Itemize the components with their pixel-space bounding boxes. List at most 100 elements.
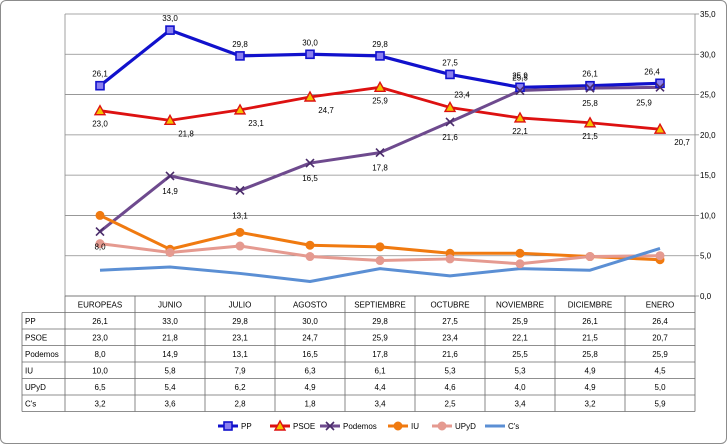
table-cell: 27,5 [442,317,458,326]
legend-label: PP [241,422,252,431]
table-cell: 26,1 [92,317,108,326]
data-point [163,113,177,126]
data-point [95,226,105,237]
table-cell: 22,1 [512,333,528,342]
table-cell: 8,0 [94,350,106,359]
series-line-iu [99,214,661,262]
table-cell: 21,6 [442,350,458,359]
legend-label: PSOE [293,422,315,431]
data-point [375,148,385,158]
table-cell: 14,9 [162,350,178,359]
legend-marker-swatch [393,421,403,431]
data-label: 25,8 [582,99,598,108]
legend-marker-swatch [273,419,287,431]
table-row-header: Podemos [25,350,59,359]
y-axis-tick-label: 35,0 [700,10,716,19]
table-cell: 16,5 [302,350,318,359]
table-cell: 21,8 [162,333,178,342]
data-label: 21,6 [442,133,458,142]
table-cell: 6,3 [304,366,316,375]
table-cell: 4,9 [584,383,596,392]
table-cell: 3,4 [514,399,526,408]
table-cell: 4,4 [374,383,386,392]
table-cell: 25,9 [372,333,388,342]
data-label: 23,1 [248,119,264,128]
data-label: 20,7 [674,138,690,147]
data-point [165,247,175,257]
table-cell: 2,8 [234,399,246,408]
table-cell: 29,8 [232,317,248,326]
data-label: 33,0 [162,14,178,23]
y-axis-tick-label: 0,0 [700,292,712,301]
x-axis-category-label: OCTUBRE [430,300,469,309]
data-label: 14,9 [162,187,178,196]
table-cell: 3,2 [584,399,596,408]
table-cell: 17,8 [372,350,388,359]
data-point [305,49,315,60]
table-cell: 4,9 [584,366,596,375]
table-cell: 20,7 [652,333,668,342]
data-point [95,80,105,91]
table-cell: 3,2 [94,399,106,408]
data-label: 21,8 [178,129,194,138]
table-cell: 25,9 [512,317,528,326]
table-cell: 5,4 [164,383,176,392]
legend-marker-swatch [223,421,233,431]
y-axis-tick-label: 25,0 [700,91,716,100]
table-cell: 23,4 [442,333,458,342]
data-label: 8,0 [94,243,106,252]
legend-marker-swatch [437,421,447,431]
data-point [445,254,455,264]
data-label: 25,9 [636,98,652,107]
legend-label: C's [508,422,519,431]
data-label: 13,1 [232,211,248,220]
data-point [233,103,247,115]
data-point [165,25,175,35]
data-point [375,256,385,266]
table-row-header: IU [25,366,33,375]
table-cell: 25,5 [512,350,528,359]
x-axis-category-label: ENERO [646,300,674,309]
table-cell: 13,1 [232,350,248,359]
data-point [373,80,387,93]
legend-label: Podemos [343,422,377,431]
table-cell: 7,9 [234,366,246,375]
data-label: 23,4 [454,90,470,99]
data-label: 29,8 [372,40,388,49]
data-label: 23,0 [92,120,108,129]
data-point [443,101,457,113]
data-label: 16,5 [302,174,318,183]
data-point [445,117,455,127]
table-cell: 6,2 [234,383,246,392]
table-cell: 26,4 [652,317,668,326]
table-row-header: PSOE [25,333,47,342]
table-cell: 29,8 [372,317,388,326]
data-point [235,241,245,251]
data-point [235,227,245,237]
y-axis-tick-label: 20,0 [700,131,716,140]
table-cell: 3,6 [164,399,176,408]
table-cell: 26,1 [582,317,598,326]
y-axis-tick-label: 15,0 [700,171,716,180]
data-point [583,116,597,128]
table-cell: 4,0 [514,383,526,392]
data-point [375,242,385,252]
table-row-header: C's [25,399,36,408]
data-label: 22,1 [512,127,528,136]
table-cell: 25,8 [582,350,598,359]
table-cell: 5,8 [164,366,176,375]
table-cell: 24,7 [302,333,318,342]
table-row-header: UPyD [25,383,46,392]
series-line-psoe [99,85,661,131]
data-label: 24,7 [318,106,334,115]
data-label: 25,9 [512,71,528,80]
data-point [513,111,527,123]
table-row-header: PP [25,317,36,326]
x-axis-category-label: AGOSTO [293,300,327,309]
table-cell: 25,9 [652,350,668,359]
data-point [235,51,245,61]
y-axis-tick-label: 5,0 [700,252,712,261]
data-label: 26,4 [644,67,660,76]
legend-label: UPyD [455,422,476,431]
data-point [375,51,385,61]
